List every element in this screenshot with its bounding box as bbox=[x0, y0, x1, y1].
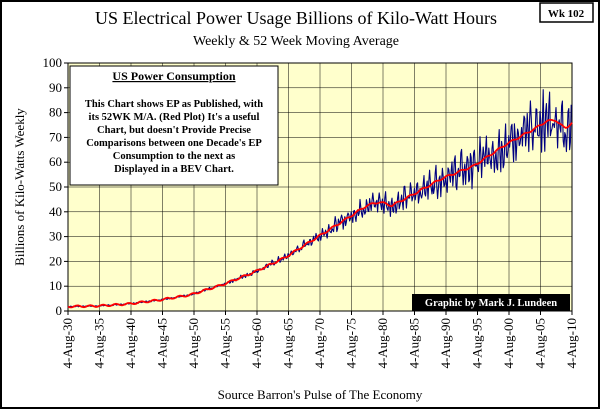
week-tag: Wk 102 bbox=[548, 8, 585, 20]
annotation-line: Comparisons between one Decade's EP bbox=[86, 138, 262, 149]
annotation-line: Displayed in a BEV Chart. bbox=[114, 164, 234, 175]
y-tick-label: 20 bbox=[49, 253, 62, 268]
x-tick-label: 4-Aug-10 bbox=[564, 318, 579, 369]
y-tick-label: 50 bbox=[49, 179, 62, 194]
annotation-line: This Chart shows EP as Published, with bbox=[85, 99, 263, 110]
y-tick-label: 100 bbox=[43, 55, 63, 70]
x-tick-label: 4-Aug-90 bbox=[438, 318, 453, 369]
credit-text: Graphic by Mark J. Lundeen bbox=[425, 298, 557, 309]
y-tick-label: 30 bbox=[49, 229, 62, 244]
y-tick-label: 0 bbox=[56, 303, 63, 318]
y-tick-label: 70 bbox=[49, 129, 62, 144]
annotation-border bbox=[69, 65, 279, 186]
moving-average-line bbox=[67, 118, 573, 309]
y-tick-label: 10 bbox=[49, 278, 62, 293]
x-tick-label: 4-Aug-50 bbox=[186, 318, 201, 369]
week-tag-box bbox=[539, 2, 594, 23]
annotation-box: US Power Consumption This Chart shows EP… bbox=[69, 65, 279, 186]
x-axis-ticks: 4-Aug-30 4-Aug-35 4-Aug-40 4-Aug-45 4-Aug-50… bbox=[60, 311, 579, 369]
y-tick-label: 90 bbox=[49, 80, 62, 95]
x-tick-label: 4-Aug-80 bbox=[375, 318, 390, 369]
annotation-lines: This Chart shows EP as Published, with it… bbox=[85, 99, 263, 175]
x-tick-label: 4-Aug-45 bbox=[155, 318, 170, 369]
x-tick-label: 4-Aug-05 bbox=[533, 318, 548, 369]
x-tick-label: 4-Aug-30 bbox=[60, 318, 75, 369]
y-axis-ticks: 0 10 20 30 40 50 60 70 80 90 100 bbox=[43, 55, 68, 318]
x-axis-label: Source Barron's Pulse of The Economy bbox=[218, 387, 423, 402]
x-tick-label: 4-Aug-35 bbox=[92, 318, 107, 369]
x-tick-label: 4-Aug-40 bbox=[123, 318, 138, 369]
credit-box bbox=[412, 294, 570, 311]
annotation-line: Chart, but doesn't Provide Precise bbox=[97, 125, 251, 136]
moving-average-series bbox=[67, 118, 573, 309]
y-tick-label: 80 bbox=[49, 105, 62, 120]
x-tick-label: 4-Aug-75 bbox=[344, 318, 359, 369]
y-tick-label: 40 bbox=[49, 204, 62, 219]
y-axis-label: Billions of Kilo-Watts Weekly bbox=[12, 108, 27, 266]
x-tick-label: 4-Aug-00 bbox=[501, 318, 516, 369]
x-tick-label: 4-Aug-65 bbox=[281, 318, 296, 369]
x-tick-label: 4-Aug-95 bbox=[470, 318, 485, 369]
chart-title: US Electrical Power Usage Billions of Ki… bbox=[95, 8, 497, 28]
annotation-title: US Power Consumption bbox=[112, 69, 235, 83]
x-tick-label: 4-Aug-70 bbox=[312, 318, 327, 369]
x-tick-label: 4-Aug-55 bbox=[218, 318, 233, 369]
annotation-line: its 52WK M/A. (Red Plot) It's a useful bbox=[89, 112, 260, 123]
annotation-line: Consumption to the next as bbox=[113, 151, 236, 162]
x-tick-label: 4-Aug-60 bbox=[249, 318, 264, 369]
y-tick-label: 60 bbox=[49, 154, 62, 169]
chart-subtitle: Weekly & 52 Week Moving Average bbox=[193, 34, 399, 49]
x-tick-label: 4-Aug-85 bbox=[407, 318, 422, 369]
